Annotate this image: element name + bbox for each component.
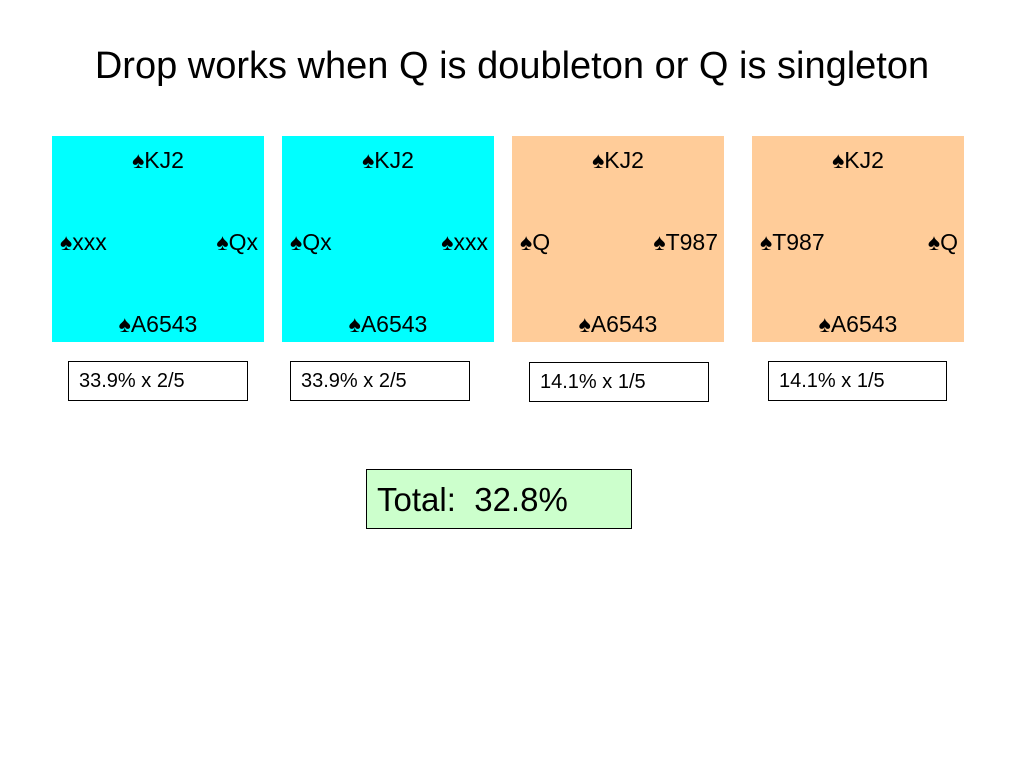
west-hand: ♠Qx	[290, 229, 332, 255]
deal-diagram-3: ♠KJ2 ♠Q ♠T987 ♠A6543	[512, 136, 724, 342]
north-hand: ♠KJ2	[132, 147, 184, 173]
deal-diagram-2: ♠KJ2 ♠Qx ♠xxx ♠A6543	[282, 136, 494, 342]
slide-title: Drop works when Q is doubleton or Q is s…	[94, 45, 930, 87]
calculation-box-2: 33.9% x 2/5	[290, 361, 470, 401]
south-hand: ♠A6543	[578, 311, 658, 337]
total-box: Total: 32.8%	[366, 469, 632, 529]
south-hand: ♠A6543	[348, 311, 428, 337]
west-hand: ♠xxx	[60, 229, 107, 255]
west-hand: ♠T987	[760, 229, 825, 255]
south-hand: ♠A6543	[118, 311, 198, 337]
east-hand: ♠Q	[927, 229, 958, 255]
calculation-box-4: 14.1% x 1/5	[768, 361, 947, 401]
north-hand: ♠KJ2	[592, 147, 644, 173]
north-hand: ♠KJ2	[362, 147, 414, 173]
calculation-box-1: 33.9% x 2/5	[68, 361, 248, 401]
south-hand: ♠A6543	[818, 311, 898, 337]
east-hand: ♠xxx	[441, 229, 488, 255]
east-hand: ♠Qx	[216, 229, 258, 255]
calculation-box-3: 14.1% x 1/5	[529, 362, 709, 402]
deal-diagram-1: ♠KJ2 ♠xxx ♠Qx ♠A6543	[52, 136, 264, 342]
east-hand: ♠T987	[653, 229, 718, 255]
west-hand: ♠Q	[520, 229, 551, 255]
north-hand: ♠KJ2	[832, 147, 884, 173]
deal-diagram-4: ♠KJ2 ♠T987 ♠Q ♠A6543	[752, 136, 964, 342]
